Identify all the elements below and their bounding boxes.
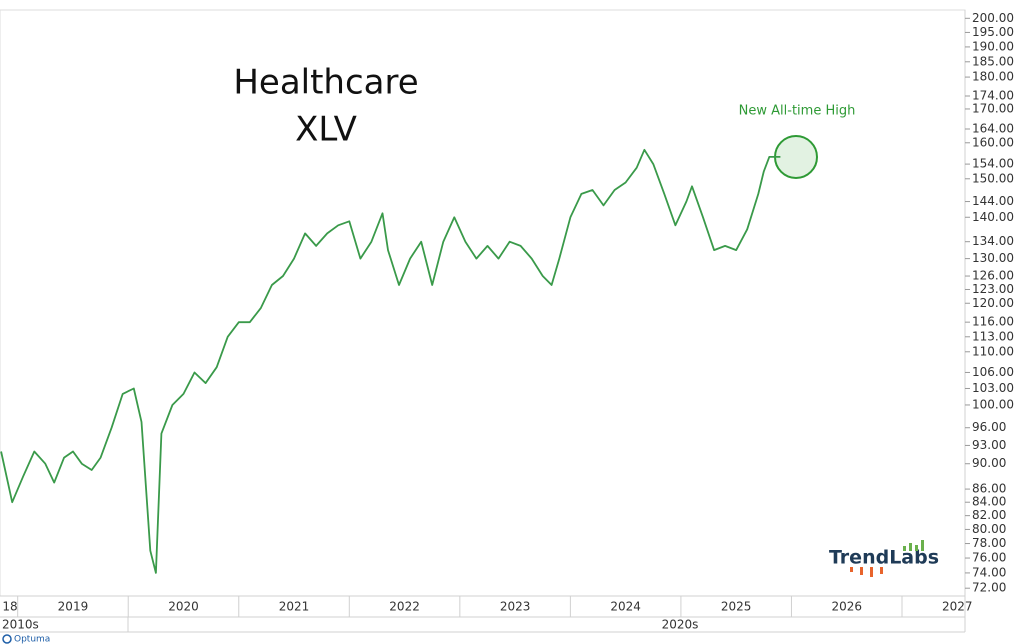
y-tick-label: 120.00: [972, 296, 1014, 310]
x-tick-label: 2025: [721, 600, 752, 614]
y-tick-label: 106.00: [972, 365, 1014, 379]
y-tick-label: 110.00: [972, 344, 1014, 358]
chart-subtitle: XLV: [295, 110, 357, 150]
logo-bars: [850, 540, 924, 577]
logo-bar: [915, 545, 918, 551]
y-tick-label: 103.00: [972, 381, 1014, 395]
y-tick-label: 150.00: [972, 171, 1014, 185]
y-tick-label: 195.00: [972, 25, 1014, 39]
y-tick-label: 126.00: [972, 269, 1014, 283]
y-tick-label: 78.00: [972, 536, 1006, 550]
x-tick-label: 2021: [279, 600, 310, 614]
watermark: TrendLabs: [829, 547, 939, 569]
y-tick-label: 76.00: [972, 551, 1006, 565]
y-tick-label: 185.00: [972, 54, 1014, 68]
y-tick-label: 164.00: [972, 122, 1014, 136]
source: Optuma: [14, 635, 50, 644]
logo-bar: [903, 546, 906, 551]
y-tick-label: 86.00: [972, 482, 1006, 496]
y-tick-label: 160.00: [972, 135, 1014, 149]
x-tick-label: 2026: [831, 600, 862, 614]
y-tick-label: 80.00: [972, 522, 1006, 536]
x-tick-label: 2022: [389, 600, 420, 614]
logo-bar: [921, 540, 924, 551]
decade-label: 2020s: [662, 618, 699, 632]
annotation: New All-time High: [739, 104, 856, 119]
y-tick-label: 82.00: [972, 508, 1006, 522]
logo-bar: [880, 567, 883, 574]
y-tick-label: 140.00: [972, 210, 1014, 224]
y-tick-label: 200.00: [972, 11, 1014, 25]
y-tick-label: 130.00: [972, 251, 1014, 265]
x-tick-label: 2027: [942, 600, 973, 614]
y-tick-label: 170.00: [972, 101, 1014, 115]
price-line: [0, 148, 781, 574]
y-tick-label: 74.00: [972, 565, 1006, 579]
y-tick-label: 96.00: [972, 420, 1006, 434]
y-tick-label: 180.00: [972, 70, 1014, 84]
logo-bar: [870, 567, 873, 577]
logo-bar: [850, 567, 853, 572]
source-icon: [2, 634, 12, 644]
y-tick-label: 116.00: [972, 315, 1014, 329]
x-tick-label: 2023: [500, 600, 531, 614]
x-tick-label: 2020: [168, 600, 199, 614]
highlight-circle: [774, 135, 818, 179]
y-tick-label: 90.00: [972, 456, 1006, 470]
y-tick-label: 84.00: [972, 495, 1006, 509]
chart-title: Healthcare: [233, 63, 418, 103]
y-tick-label: 72.00: [972, 581, 1006, 595]
y-tick-label: 113.00: [972, 329, 1014, 343]
y-tick-label: 134.00: [972, 234, 1014, 248]
y-tick-label: 123.00: [972, 282, 1014, 296]
y-tick-label: 174.00: [972, 88, 1014, 102]
logo-bar: [860, 567, 863, 575]
plot-area: [0, 9, 966, 597]
x-tick-label: 18: [2, 600, 17, 614]
y-tick-label: 190.00: [972, 39, 1014, 53]
logo-bar: [909, 543, 912, 551]
decade-label: 2010s: [2, 618, 39, 632]
y-tick-label: 100.00: [972, 397, 1014, 411]
y-tick-label: 93.00: [972, 438, 1006, 452]
x-tick-label: 2024: [610, 600, 641, 614]
x-tick-label: 2019: [58, 600, 89, 614]
y-tick-label: 154.00: [972, 157, 1014, 171]
y-tick-label: 144.00: [972, 194, 1014, 208]
